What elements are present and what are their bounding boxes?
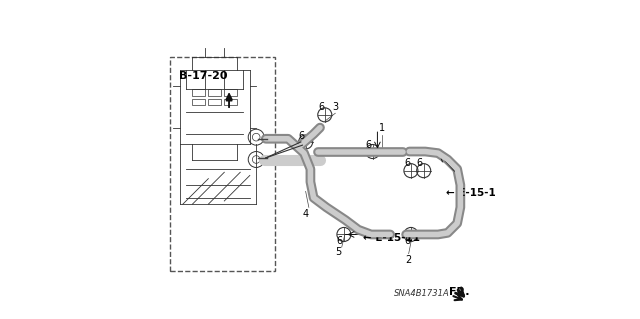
Bar [224,89,237,96]
Text: ← E-15-11: ← E-15-11 [363,233,420,243]
Text: 6: 6 [417,158,422,168]
Text: B-17-20: B-17-20 [179,71,228,81]
Text: 3: 3 [332,102,339,112]
Text: 2: 2 [406,255,412,265]
Text: 6: 6 [365,140,372,150]
Text: ← E-15-1: ← E-15-1 [446,188,496,198]
Bar [209,89,221,96]
Text: 4: 4 [303,209,308,219]
Bar [193,99,205,105]
Text: 6: 6 [318,102,324,112]
Bar [193,89,205,96]
Text: FR.: FR. [449,287,470,297]
Text: 1: 1 [379,123,385,133]
Text: 6: 6 [404,236,410,246]
Text: 5: 5 [335,247,342,257]
Text: 6: 6 [404,158,410,168]
Text: 6: 6 [337,236,343,246]
Bar [209,99,221,105]
Text: 6: 6 [299,130,305,141]
Text: SNA4B1731A: SNA4B1731A [394,289,450,298]
Bar [224,99,237,105]
